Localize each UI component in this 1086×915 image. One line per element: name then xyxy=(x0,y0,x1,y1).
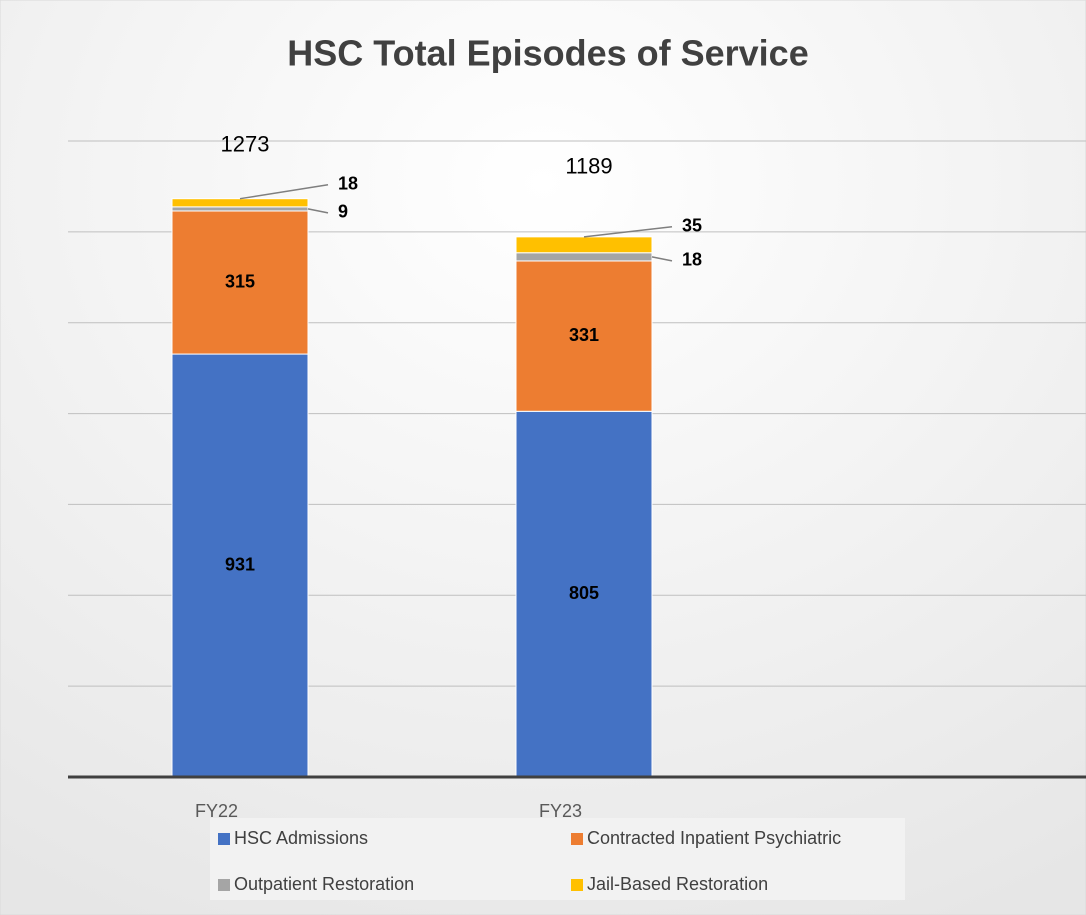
legend-swatch xyxy=(571,879,583,891)
data-label: 35 xyxy=(682,216,702,236)
bar-segment xyxy=(171,198,309,208)
bar-segment xyxy=(171,353,309,778)
leader-line xyxy=(307,208,329,214)
data-label: 805 xyxy=(569,583,599,603)
legend-box xyxy=(210,818,905,900)
chart-title: HSC Total Episodes of Service xyxy=(287,33,808,74)
legend-label: Jail-Based Restoration xyxy=(587,874,768,894)
bar-segment xyxy=(515,260,653,412)
legend-swatch xyxy=(218,879,230,891)
data-label: 18 xyxy=(338,174,358,194)
bar-segment xyxy=(171,206,309,212)
legend-label: Contracted Inpatient Psychiatric xyxy=(587,828,841,848)
data-label: 18 xyxy=(682,250,702,270)
bar-segment xyxy=(515,236,653,254)
leader-line xyxy=(651,256,673,262)
data-label: 931 xyxy=(225,554,255,574)
data-label: 9 xyxy=(338,202,348,222)
bar-segment xyxy=(515,410,653,778)
bar-segment xyxy=(515,252,653,262)
leader-line xyxy=(583,226,673,238)
legend-swatch xyxy=(571,833,583,845)
legend-label: HSC Admissions xyxy=(234,828,368,848)
data-label: 331 xyxy=(569,325,599,345)
x-tick-label: FY22 xyxy=(195,801,238,821)
total-label: 1273 xyxy=(221,132,270,157)
x-tick-label: FY23 xyxy=(539,801,582,821)
leader-line xyxy=(239,184,329,200)
legend-swatch xyxy=(218,833,230,845)
total-label: 1189 xyxy=(565,154,612,179)
legend-label: Outpatient Restoration xyxy=(234,874,414,894)
data-label: 315 xyxy=(225,271,255,291)
bar-segment xyxy=(171,210,309,355)
